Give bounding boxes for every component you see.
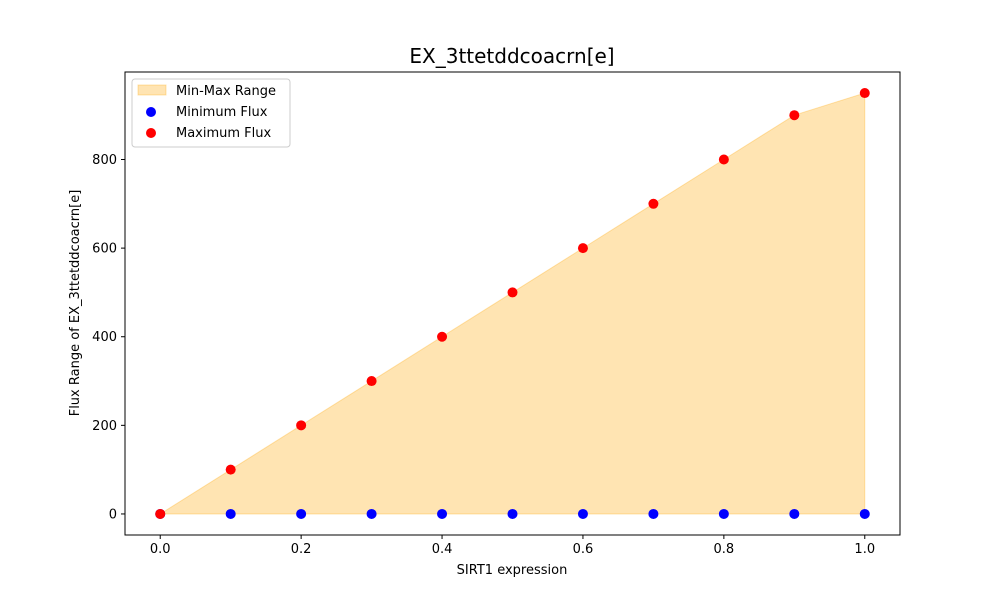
maximum-flux-point [859, 88, 870, 99]
x-axis: 0.0 0.2 0.4 0.6 0.8 1.0 [150, 535, 875, 557]
minimum-flux-point [718, 508, 729, 519]
minimum-flux-point [789, 508, 800, 519]
y-axis: 0 200 400 600 800 [92, 153, 125, 522]
legend-label-minimum-flux: Minimum Flux [176, 105, 268, 120]
x-tick-label: 0.0 [150, 542, 171, 557]
legend-swatch-min-max-range [137, 84, 167, 96]
legend-swatch-minimum-flux [146, 107, 156, 117]
maximum-flux-point [296, 420, 307, 431]
y-tick-label: 800 [92, 153, 117, 168]
x-tick-label: 1.0 [854, 542, 875, 557]
minimum-flux-point [507, 508, 518, 519]
minimum-flux-point [648, 508, 659, 519]
y-tick-label: 0 [109, 507, 117, 522]
maximum-flux-point [437, 331, 448, 342]
minimum-flux-point [437, 508, 448, 519]
minimum-flux-point [366, 508, 377, 519]
y-axis-label: Flux Range of EX_3ttetddcoacrn[e] [68, 190, 83, 417]
x-axis-label: SIRT1 expression [457, 563, 568, 578]
minimum-flux-point [296, 508, 307, 519]
maximum-flux-point [225, 464, 236, 475]
legend-label-min-max-range: Min-Max Range [176, 84, 276, 99]
maximum-flux-point [507, 287, 518, 298]
x-tick-label: 0.6 [573, 542, 594, 557]
maximum-flux-point [577, 243, 588, 254]
plot-area [155, 88, 870, 519]
legend-frame [131, 78, 291, 148]
y-tick-label: 400 [92, 330, 117, 345]
legend-swatch-maximum-flux [146, 128, 156, 138]
minimum-flux-point [225, 508, 236, 519]
x-tick-label: 0.2 [291, 542, 312, 557]
maximum-flux-point [155, 508, 166, 519]
x-tick-label: 0.4 [432, 542, 453, 557]
maximum-flux-point [789, 110, 800, 121]
axes-frame [124, 71, 901, 536]
minimum-flux-point [859, 508, 870, 519]
legend-label-maximum-flux: Maximum Flux [176, 126, 272, 141]
maximum-flux-point [366, 376, 377, 387]
y-tick-label: 600 [92, 242, 117, 257]
chart-title: EX_3ttetddcoacrn[e] [409, 44, 614, 68]
maximum-flux-point [718, 154, 729, 165]
legend: Min-Max Range Minimum Flux Maximum Flux [131, 78, 291, 148]
maximum-flux-point [648, 198, 659, 209]
x-tick-label: 0.8 [714, 542, 735, 557]
y-tick-label: 200 [92, 419, 117, 434]
minimum-flux-point [577, 508, 588, 519]
min-max-range-area [158, 92, 866, 515]
